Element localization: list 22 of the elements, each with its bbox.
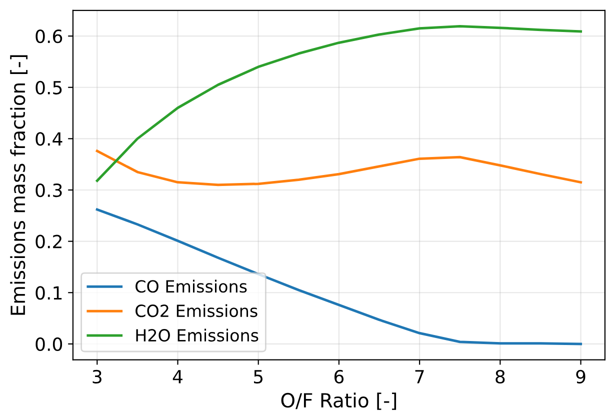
x-axis-title: O/F Ratio [-] [281,392,396,410]
legend-label: CO Emissions [136,280,247,293]
y-tick-label: 0.2 [36,234,62,248]
line-series [96,25,582,182]
line-series [96,150,582,186]
y-tick-label: 0.3 [36,183,62,198]
legend-label: CO2 Emissions [136,304,258,318]
y-tick-label: 0.0 [36,337,62,352]
x-tick-label: 3 [92,370,102,384]
x-tick-label: 9 [576,370,586,384]
x-tick-label: 5 [254,370,263,384]
y-axis-title: Emissions mass fraction [-] [10,55,28,315]
y-tick-label: 0.5 [36,80,62,94]
legend-label: H2O Emissions [136,328,258,342]
y-tick-label: 0.4 [36,132,62,146]
y-tick-label: 0.1 [36,286,62,300]
x-tick-label: 7 [415,370,424,384]
x-tick-label: 6 [334,370,344,384]
line-series [96,208,582,346]
x-tick-label: 4 [172,370,182,384]
x-tick-label: 8 [496,370,505,384]
y-tick-label: 0.6 [36,30,62,44]
